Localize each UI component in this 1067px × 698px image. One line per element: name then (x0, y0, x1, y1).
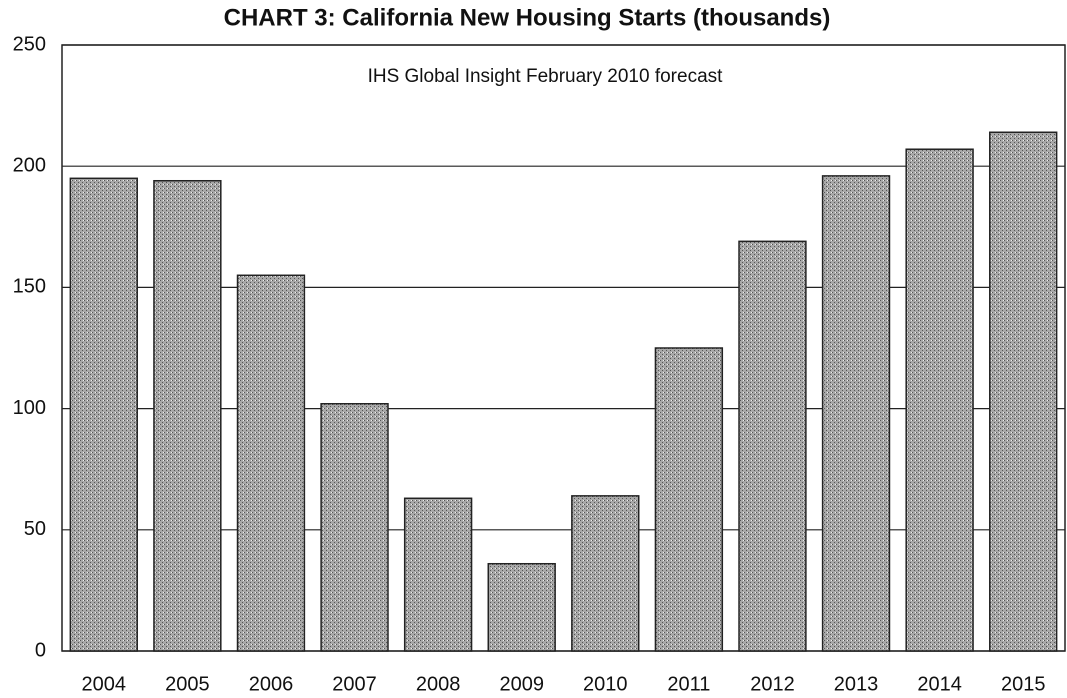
x-tick-label: 2008 (416, 673, 461, 695)
y-tick-label: 100 (13, 397, 46, 419)
bar (153, 179, 222, 652)
bar (69, 177, 138, 652)
bar (487, 562, 556, 652)
y-tick-label: 50 (24, 518, 46, 540)
x-tick-label: 2014 (917, 673, 962, 695)
x-tick-label: 2010 (583, 673, 628, 695)
bar (738, 240, 807, 652)
y-tick-label: 200 (13, 154, 46, 176)
x-tick-label: 2009 (499, 673, 544, 695)
annotation: IHS Global Insight February 2010 forecas… (368, 66, 724, 87)
bar (654, 347, 724, 652)
plot-frame (61, 44, 1066, 652)
bar (320, 403, 389, 652)
y-tick-label: 150 (13, 276, 46, 298)
x-tick-label: 2012 (750, 673, 795, 695)
bar (571, 495, 640, 652)
x-tick-label: 2015 (1001, 673, 1046, 695)
bar (236, 274, 306, 652)
bar (821, 175, 891, 652)
x-tick-label: 2005 (165, 673, 210, 695)
x-tick-label: 2007 (332, 673, 377, 695)
bar (989, 131, 1058, 652)
y-tick-label: 250 (13, 33, 46, 55)
bar (905, 148, 974, 652)
bar (403, 497, 473, 652)
y-tick-label: 0 (35, 639, 46, 661)
x-tick-label: 2004 (82, 673, 127, 695)
x-tick-label: 2011 (667, 673, 710, 695)
x-tick-label: 2006 (249, 673, 294, 695)
x-tick-label: 2013 (834, 673, 879, 695)
chart-title: CHART 3: California New Housing Starts (… (224, 4, 831, 31)
